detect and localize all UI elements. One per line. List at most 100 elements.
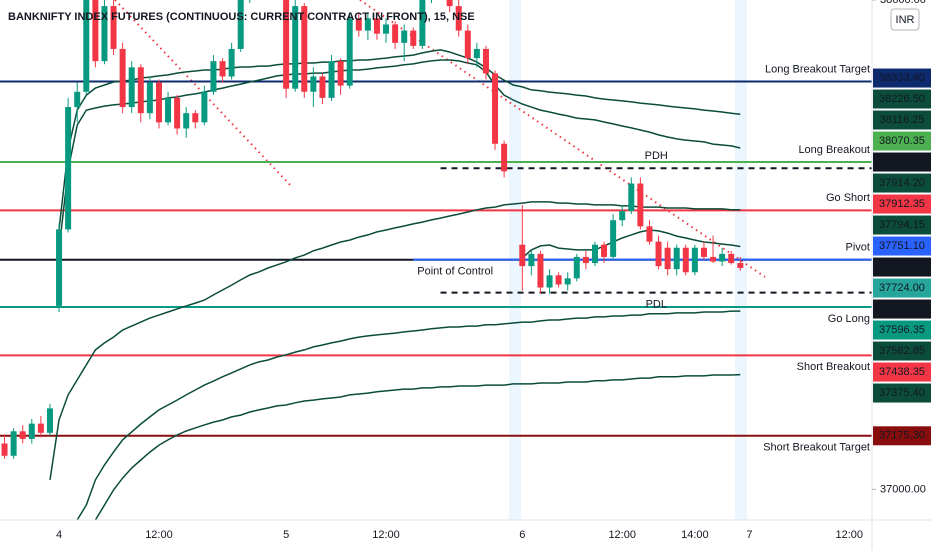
price-label-bg [873, 426, 931, 446]
price-label: 37912.35 [879, 198, 925, 210]
candle-body [655, 241, 662, 267]
candle-body [155, 82, 162, 123]
candle-body [401, 30, 408, 43]
band-line [76, 310, 741, 520]
x-tick-label: 4 [56, 529, 62, 541]
trend-line [114, 0, 293, 188]
price-label: 37375.40 [879, 387, 925, 399]
price-label: 38070.35 [879, 135, 925, 147]
candle-body [101, 6, 108, 62]
candle-body [46, 408, 53, 433]
candle-body [128, 67, 135, 108]
candle-body [283, 0, 290, 89]
y-tick-label: 37000.00 [880, 483, 926, 495]
candle-body [337, 61, 344, 86]
candle-body [392, 24, 399, 43]
candle-body [319, 76, 326, 98]
candle-body [310, 76, 317, 92]
candle-body [373, 18, 380, 34]
price-label: 37596.35 [879, 324, 925, 336]
candle-body [146, 82, 153, 114]
price-label-bg [873, 110, 931, 130]
x-tick-label: 12:00 [145, 529, 173, 541]
x-tick-label: 12:00 [608, 529, 636, 541]
candle-body [637, 183, 644, 227]
candle-body [219, 61, 226, 77]
candle-body [482, 48, 489, 74]
candle-body [28, 423, 35, 439]
price-label-bg [873, 215, 931, 235]
candle-body [65, 107, 72, 230]
candle-body [546, 275, 553, 288]
candle-body [710, 256, 717, 262]
candle-body [537, 253, 544, 288]
price-labels: 38333.40 38226.50 38116.25 38070.35 38050.05… [873, 68, 931, 446]
candle-body [37, 423, 44, 433]
candle-body [292, 6, 299, 89]
candle-body [192, 113, 199, 123]
level-name: Long Breakout Target [765, 63, 870, 75]
level-name: Point of Control [417, 266, 493, 278]
candle-body [519, 244, 526, 267]
price-label: 37751.00 [879, 261, 925, 273]
currency[interactable]: INR [896, 14, 915, 26]
x-tick-label: 14:00 [681, 529, 709, 541]
candle-body [528, 253, 535, 267]
price-label: 37175.30 [879, 430, 925, 442]
level-name: PDL [646, 299, 667, 311]
candle-body [183, 113, 190, 129]
candle-body [601, 244, 608, 257]
price-label-bg [873, 173, 931, 193]
price-label: 38050.05 [879, 156, 925, 168]
chart-title: BANKNIFTY INDEX FUTURES (CONTINUOUS: CUR… [8, 11, 475, 23]
level-name: Go Short [826, 192, 870, 204]
price-label-bg [873, 278, 931, 298]
level-name: PDH [645, 150, 668, 162]
candle-body [165, 97, 172, 123]
candle-body [110, 6, 117, 49]
candle-body [355, 18, 362, 31]
currency-box[interactable] [890, 8, 920, 31]
price-label: 37794.15 [879, 219, 925, 231]
price-label-bg [873, 299, 931, 319]
candle-body [564, 278, 571, 285]
candle-body [237, 0, 244, 49]
level-name: Short Breakout Target [763, 442, 870, 454]
candle-body [501, 143, 508, 172]
price-label-bg [873, 383, 931, 403]
candle-body [383, 24, 390, 34]
candle-body [174, 97, 181, 129]
x-tick-label: 7 [746, 529, 752, 541]
candle-body [582, 256, 589, 264]
candle-body [728, 253, 735, 264]
price-label: 37724.00 [879, 282, 925, 294]
price-label: 37914.20 [879, 177, 925, 189]
candle-body [455, 6, 462, 31]
price-label: 37643.35 [879, 303, 925, 315]
candle-body [664, 247, 671, 270]
band-line [58, 59, 741, 250]
x-tick-label: 5 [283, 529, 289, 541]
x-tick-label: 12:00 [372, 529, 400, 541]
band-line [58, 49, 741, 231]
candle-body [137, 67, 144, 114]
level-name: Go Long [828, 313, 870, 325]
price-label-bg [873, 236, 931, 256]
candle-body [419, 0, 426, 46]
candle-body [473, 48, 480, 59]
candle-body [301, 6, 308, 92]
price-label-bg [873, 68, 931, 88]
y-tick-label: 38600.00 [880, 0, 926, 6]
candle-body [346, 18, 353, 86]
level-name: Long Breakout [798, 144, 870, 156]
price-label-bg [873, 362, 931, 382]
x-tick-label: 6 [519, 529, 525, 541]
candle-body [228, 48, 235, 77]
candle-body [719, 253, 726, 262]
candle-body [464, 30, 471, 59]
candle-body [646, 226, 653, 242]
candle-body [410, 30, 417, 46]
candle-body [446, 0, 453, 7]
